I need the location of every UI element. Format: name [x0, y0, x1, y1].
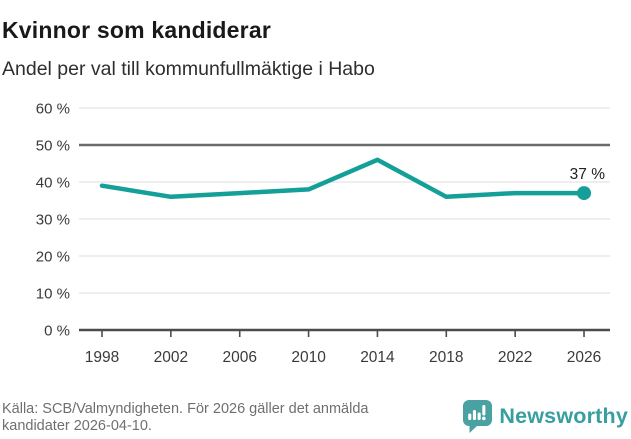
y-tick-label: 40 %: [36, 175, 70, 192]
line-chart: 0 % 10 % 20 % 30 % 40 % 50 % 60 % 1998 2002 2006 2…: [36, 101, 610, 366]
x-tick-label: 2014: [360, 349, 395, 366]
x-tick-label: 1998: [85, 349, 119, 366]
y-tick-label: 20 %: [36, 249, 70, 266]
end-point-dot: [577, 186, 592, 201]
y-tick-label: 10 %: [36, 286, 70, 303]
bar-chart-speech-bubble-icon: [463, 400, 493, 433]
y-tick-label: 30 %: [36, 212, 70, 229]
newsworthy-logo: Newsworthy: [463, 400, 628, 433]
logo-wordmark: Newsworthy: [499, 404, 628, 428]
end-value-label: 37 %: [570, 166, 606, 183]
x-tick-label: 2010: [291, 349, 326, 366]
source-note: Källa: SCB/Valmyndigheten. För 2026 gäll…: [2, 401, 369, 435]
x-tick-label: 2002: [154, 349, 188, 366]
x-tick-label: 2018: [429, 349, 463, 366]
x-tick-label: 2022: [498, 349, 532, 366]
trend-line: [99, 157, 587, 200]
x-tick-label: 2006: [222, 349, 256, 366]
x-tick-label: 2026: [567, 349, 601, 366]
page-title: Kvinnor som kandiderar: [2, 17, 271, 44]
y-tick-label: 50 %: [36, 138, 70, 155]
y-tick-label: 60 %: [36, 101, 70, 118]
y-tick-label: 0 %: [44, 323, 70, 340]
chart-subtitle: Andel per val till kommunfullmäktige i H…: [2, 58, 375, 80]
